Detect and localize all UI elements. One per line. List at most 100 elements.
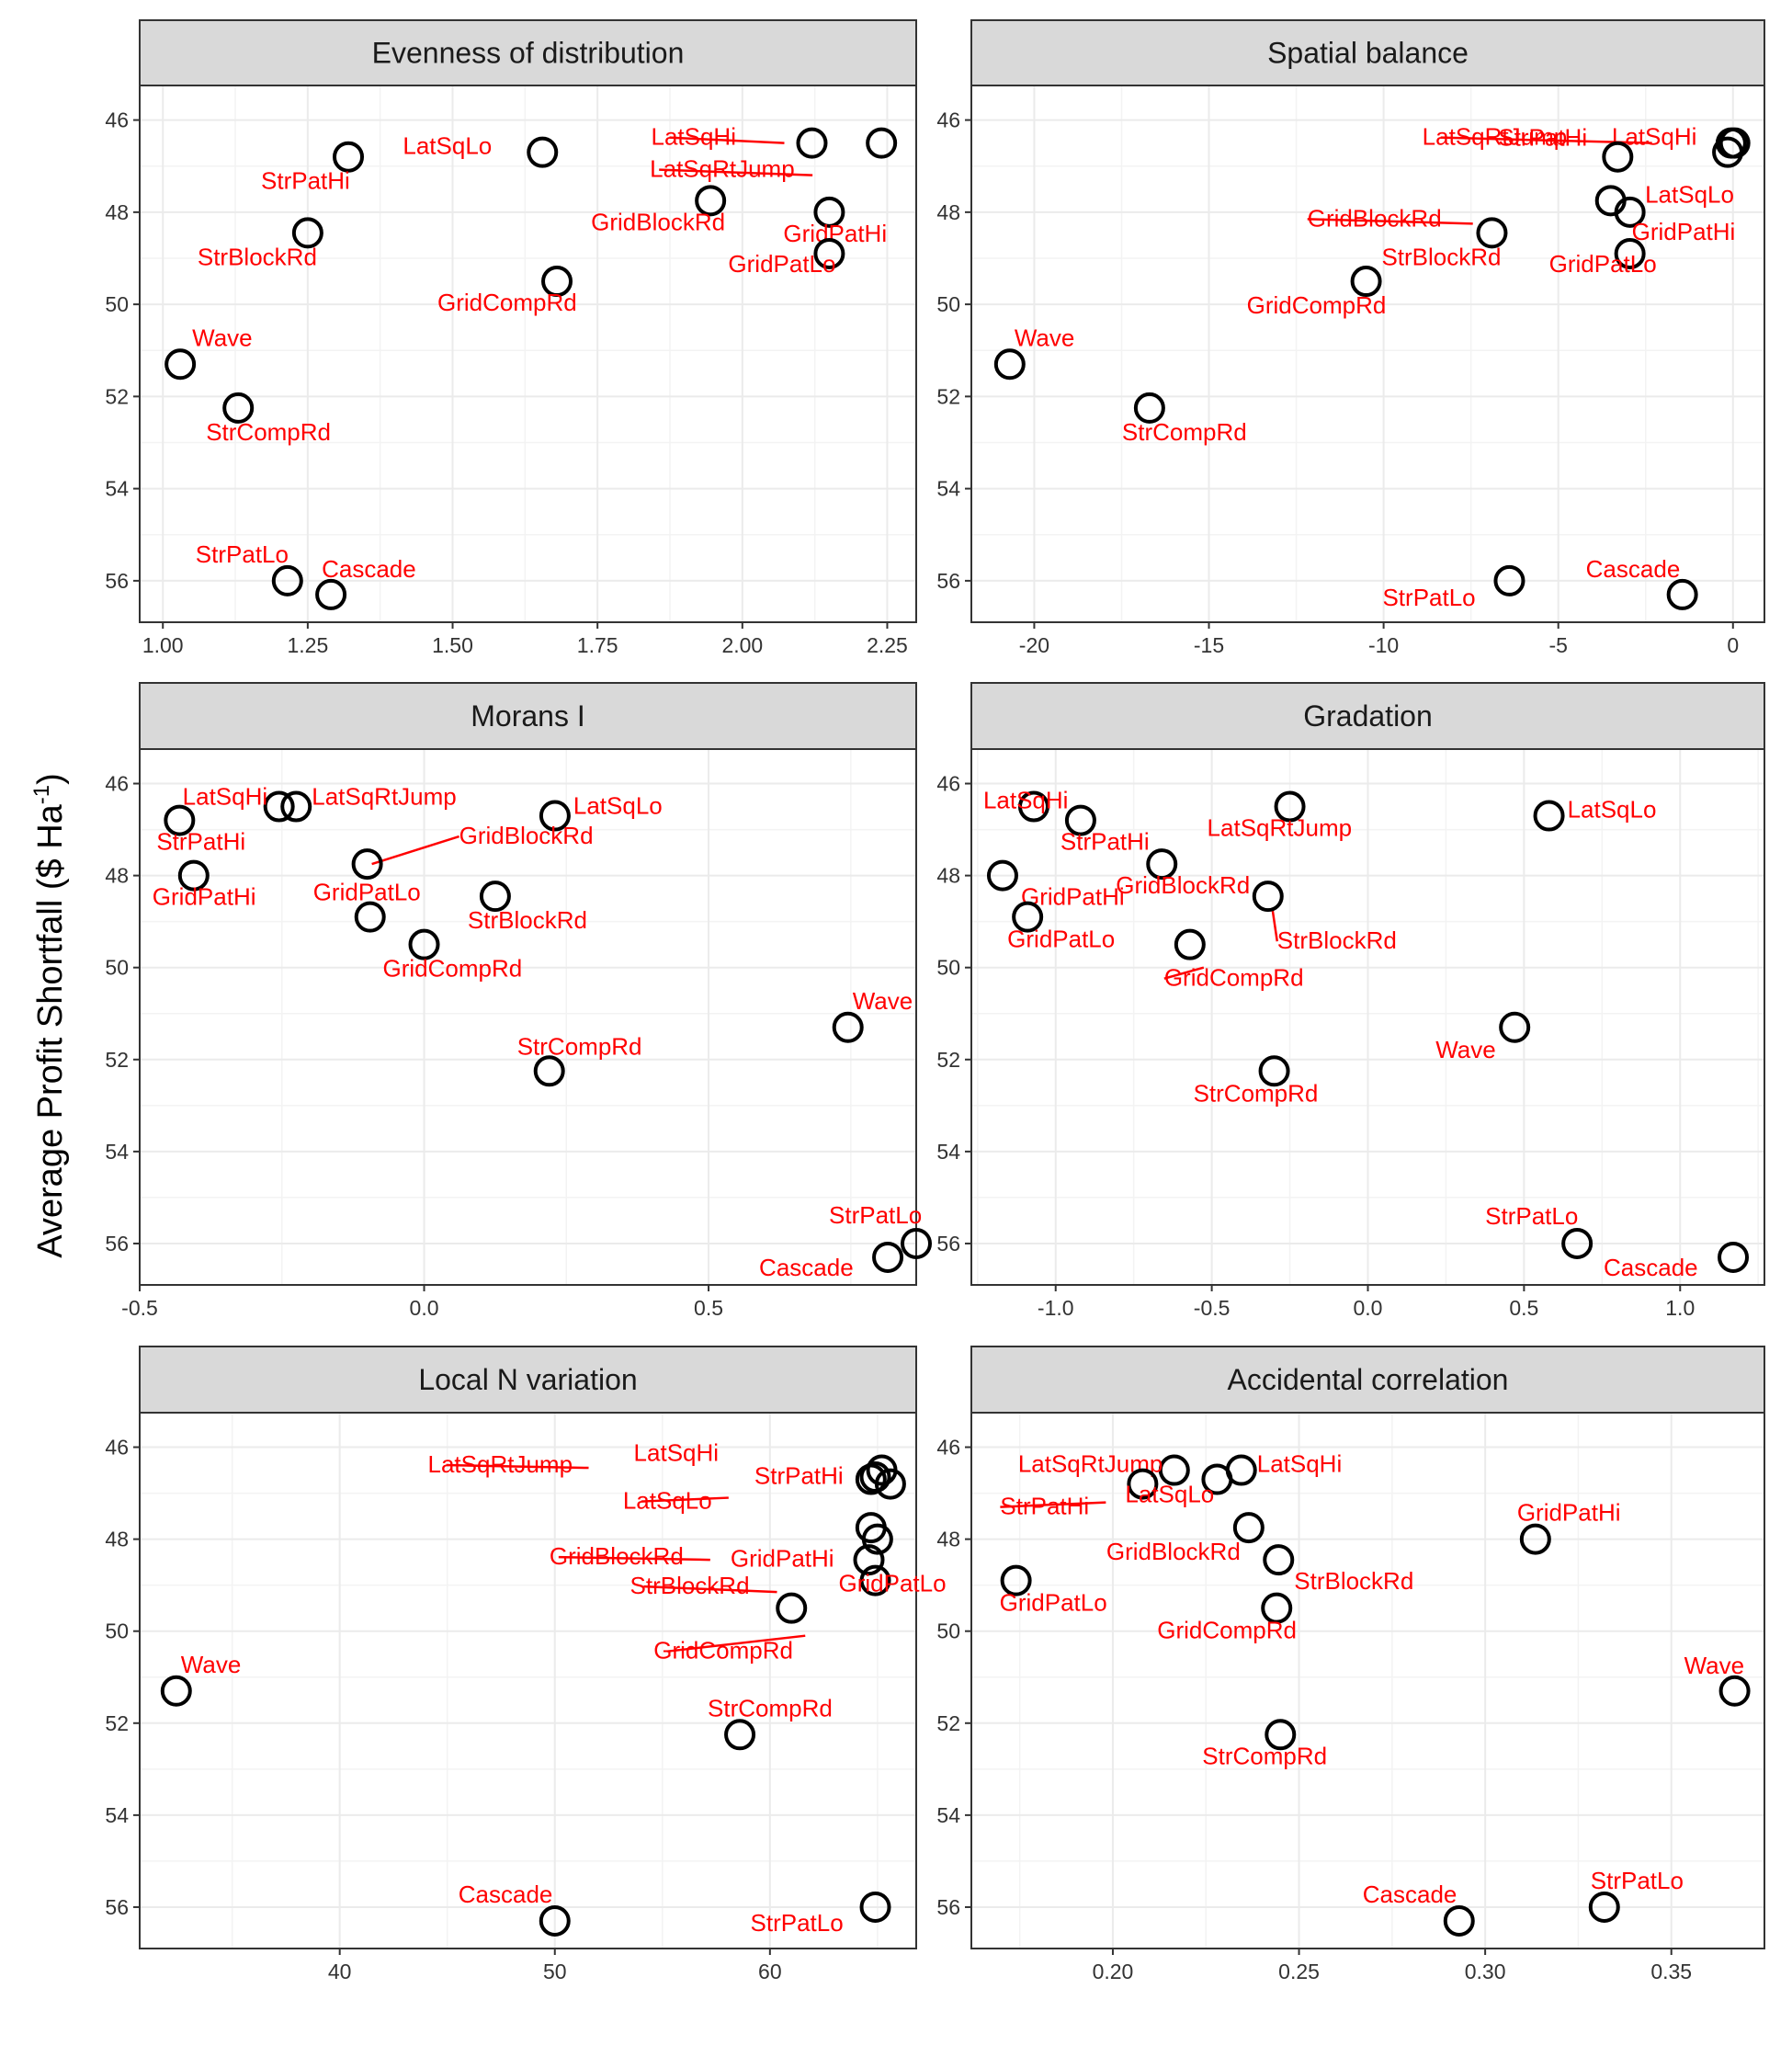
point-label: StrCompRd	[206, 418, 331, 446]
facet-panel: Gradation -1.0 -0.5 0.0 0.5 1.0 46 48 50 52 54 56 La…	[936, 682, 1765, 1320]
data-point	[527, 136, 559, 168]
label-leader-line	[667, 1634, 806, 1653]
data-point	[1232, 1512, 1265, 1544]
data-point	[351, 848, 383, 881]
data-point	[874, 1468, 906, 1500]
x-tick-label: 0.5	[1509, 1296, 1538, 1320]
data-point	[859, 1891, 891, 1923]
panel-background	[140, 1413, 916, 1949]
point-label: Wave	[1435, 1036, 1496, 1063]
data-point	[724, 1719, 756, 1751]
y-tick-label: 48	[936, 200, 960, 224]
y-tick-label: 46	[105, 772, 129, 796]
y-tick-label: 46	[936, 772, 960, 796]
x-tick-label: 0.35	[1650, 1960, 1692, 1983]
point-label: StrPatLo	[829, 1201, 922, 1229]
point-label: LatSqRtJump	[1018, 1450, 1163, 1478]
point-label: LatSqLo	[623, 1487, 712, 1515]
facet-strip-title: Morans I	[471, 699, 584, 733]
point-label: StrPatLo	[1485, 1202, 1578, 1230]
data-point	[1519, 1523, 1551, 1555]
y-tick-label: 48	[936, 864, 960, 888]
point-label: Cascade	[1363, 1881, 1457, 1908]
facet-strip	[139, 1346, 917, 1414]
x-tick-label: -10	[1368, 633, 1399, 657]
data-point	[813, 237, 845, 269]
point-label: LatSqLo	[1568, 796, 1657, 824]
point-label: Cascade	[322, 555, 416, 583]
x-tick-label: 1.50	[432, 633, 473, 657]
point-label: GridPatHi	[1632, 218, 1736, 245]
point-label: StrBlockRd	[630, 1572, 750, 1599]
y-tick-label: 52	[105, 384, 129, 408]
point-label: GridBlockRd	[459, 822, 594, 849]
point-label: GridCompRd	[1164, 964, 1304, 992]
y-tick-label: 54	[105, 1803, 129, 1827]
point-label: StrCompRd	[1202, 1742, 1327, 1769]
x-tick-label: 0.5	[694, 1296, 723, 1320]
data-point	[1499, 1011, 1531, 1043]
point-label: StrBlockRd	[1277, 926, 1397, 954]
x-tick-label: 1.75	[577, 633, 618, 657]
y-tick-label: 54	[105, 477, 129, 501]
label-leader-line	[643, 1585, 777, 1594]
point-label: GridPatLo	[1000, 1589, 1107, 1617]
data-point	[280, 790, 312, 823]
panel-border	[139, 748, 917, 1286]
facet-strip-title: Gradation	[1303, 699, 1433, 733]
x-tick-label: 1.0	[1665, 1296, 1695, 1320]
label-leader-line	[1271, 909, 1279, 942]
data-point	[1174, 928, 1206, 960]
point-label: GridBlockRd	[1308, 204, 1442, 232]
point-label: GridBlockRd	[591, 208, 725, 235]
point-label: GridPatHi	[153, 883, 256, 911]
y-tick-label: 48	[936, 1528, 960, 1551]
point-label: Cascade	[1604, 1254, 1698, 1281]
data-point	[1493, 564, 1525, 597]
y-tick-label: 50	[105, 292, 129, 316]
label-leader-line	[1307, 218, 1473, 225]
point-label: Cascade	[759, 1254, 854, 1281]
data-point	[539, 1904, 571, 1937]
y-tick-label: 46	[936, 108, 960, 132]
point-label: StrPatLo	[1591, 1867, 1684, 1894]
facet-strip-title: Evenness of distribution	[372, 37, 685, 70]
y-tick-label: 54	[936, 477, 960, 501]
y-tick-label: 48	[105, 864, 129, 888]
facet-panel: Spatial balance -20 -15 -10 -5 0 46 48 50 52 54 56 L…	[936, 19, 1765, 657]
point-label: LatSqHi	[651, 123, 736, 151]
data-point	[1258, 1055, 1290, 1087]
y-tick-label: 56	[936, 1232, 960, 1256]
label-leader-line	[371, 835, 459, 866]
data-point	[859, 1564, 891, 1596]
y-tick-label: 52	[105, 1048, 129, 1072]
data-point	[866, 127, 898, 159]
point-label: LatSqLo	[1645, 181, 1734, 209]
data-point	[408, 928, 440, 960]
facet-strip-title: Accidental correlation	[1228, 1363, 1509, 1396]
y-tick-label: 54	[936, 1140, 960, 1164]
facet-strip	[139, 19, 917, 86]
point-label: Wave	[1015, 324, 1075, 351]
data-point	[1561, 1227, 1594, 1259]
point-label: StrPatLo	[196, 540, 289, 568]
data-point	[164, 348, 197, 381]
data-point	[271, 564, 303, 597]
facet-strip-title: Spatial balance	[1267, 37, 1469, 70]
point-label: Cascade	[459, 1881, 553, 1908]
x-tick-label: 0.25	[1278, 1960, 1320, 1983]
y-axis-title-close: )	[31, 773, 70, 785]
point-label: StrPatLo	[751, 1909, 844, 1937]
panel-border	[970, 85, 1765, 623]
x-tick-label: -20	[1019, 633, 1049, 657]
x-tick-label: 0.0	[1354, 1296, 1383, 1320]
y-tick-label: 50	[936, 1619, 960, 1643]
data-point	[1263, 1544, 1295, 1576]
data-point	[901, 1227, 932, 1259]
data-point	[695, 185, 727, 217]
point-label: StrPatHi	[754, 1462, 844, 1490]
data-point	[1602, 141, 1634, 173]
point-label: GridPatHi	[731, 1545, 834, 1573]
x-tick-label: 1.00	[142, 633, 184, 657]
x-tick-label: 1.25	[287, 633, 328, 657]
